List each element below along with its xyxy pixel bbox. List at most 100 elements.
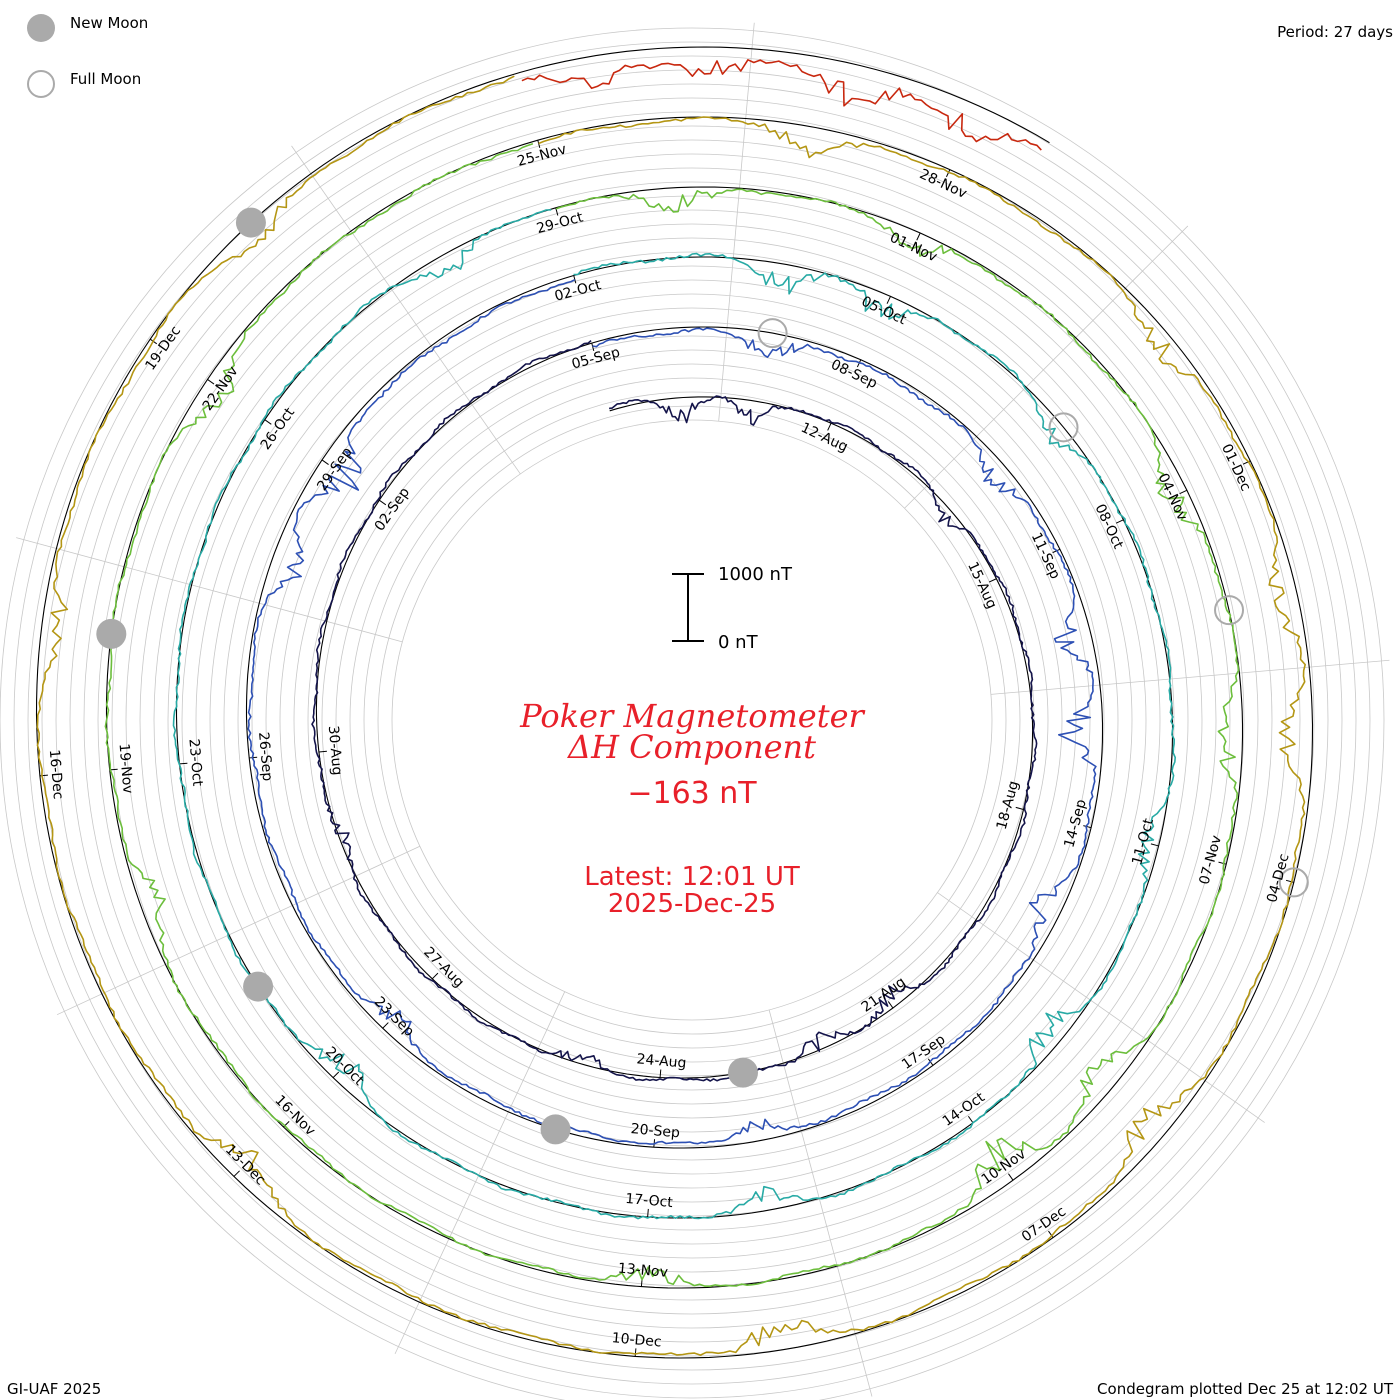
day-spoke [16, 537, 403, 643]
date-label: 05-Oct [859, 294, 909, 329]
date-label: 30-Aug [325, 725, 345, 776]
series-trace [521, 59, 1042, 151]
day-spoke [937, 892, 1265, 1123]
legend-full-moon-label: Full Moon [70, 70, 142, 88]
new-moon-marker [728, 1057, 759, 1088]
day-spoke [768, 1009, 873, 1397]
tick-mark [537, 140, 541, 149]
legend-new-moon-label: New Moon [70, 14, 149, 32]
tick-mark [318, 750, 327, 753]
moon-markers [96, 207, 1309, 1145]
tick-mark [1015, 806, 1024, 810]
tick-mark [332, 1071, 340, 1078]
footer-credit: GI-UAF 2025 [7, 1380, 102, 1398]
tick-mark [886, 296, 891, 304]
date-label: 15-Aug [964, 559, 1000, 611]
grid-ring [279, 307, 1105, 1133]
latest-time: Latest: 12:01 UT [584, 862, 800, 892]
tick-mark [379, 499, 387, 506]
tick-mark [887, 1001, 894, 1009]
date-label: 27-Aug [420, 944, 467, 991]
grid-ring [55, 83, 1329, 1357]
grid-ring [69, 97, 1315, 1343]
scale-bar-bottom-label: 0 nT [718, 632, 759, 653]
grid-ring [335, 363, 1049, 1077]
date-label: 02-Oct [553, 277, 603, 305]
tick-mark [1150, 843, 1159, 847]
grid-ring [209, 237, 1175, 1203]
chart-title: Poker Magnetometer [519, 697, 865, 735]
date-label: 26-Oct [258, 405, 299, 453]
date-label: 20-Sep [630, 1121, 681, 1141]
date-label: 16-Dec [46, 749, 66, 800]
date-label: 04-Nov [1155, 471, 1191, 523]
grid-ring [223, 251, 1161, 1189]
full-moon-marker [1214, 595, 1245, 626]
tick-marks [39, 140, 1294, 1357]
series-trace [172, 209, 1176, 1220]
date-label: 26-Sep [255, 731, 275, 782]
tick-mark [179, 762, 188, 765]
series-trace [104, 142, 1240, 1287]
tick-mark [591, 342, 595, 351]
grid-ring [237, 265, 1147, 1175]
day-spoke [904, 225, 1189, 509]
date-label: 10-Nov [979, 1146, 1029, 1188]
full-moon-marker [1278, 867, 1309, 898]
baseline-spiral-line [35, 46, 1314, 1359]
date-label: 07-Dec [1019, 1204, 1069, 1246]
grid-ring [0, 27, 1385, 1400]
tick-mark [827, 422, 832, 431]
tick-mark [1083, 825, 1092, 829]
tick-mark [1218, 861, 1227, 865]
grid-ring [125, 153, 1259, 1287]
grid-ring [363, 391, 1021, 1049]
footer-plotted: Condegram plotted Dec 25 at 12:02 UT [1097, 1380, 1393, 1398]
tick-mark [207, 379, 215, 385]
tick-mark [634, 1348, 637, 1357]
tick-mark [1048, 1230, 1054, 1238]
day-spoke [394, 991, 566, 1355]
day-spoke [990, 659, 1390, 695]
series-trace [36, 75, 1306, 1356]
tick-mark [1179, 489, 1188, 495]
new-moon-marker [243, 971, 274, 1002]
tick-mark [967, 1115, 974, 1124]
series-trace [247, 278, 1097, 1145]
date-label: 02-Sep [372, 485, 413, 535]
tick-mark [1008, 1173, 1014, 1181]
period-label: Period: 27 days [1277, 23, 1393, 41]
date-label: 01-Dec [1218, 442, 1254, 494]
full-moon-icon [27, 70, 55, 98]
date-label: 11-Sep [1028, 530, 1063, 582]
current-value: −163 nT [627, 776, 757, 811]
baseline-spiral [35, 46, 1314, 1359]
tick-mark [249, 756, 258, 759]
new-moon-marker [540, 1114, 571, 1145]
date-label: 10-Dec [611, 1330, 662, 1350]
tick-mark [233, 1170, 240, 1177]
tick-mark [321, 459, 329, 465]
day-spoke [291, 145, 521, 475]
scale-bar-top-label: 1000 nT [718, 564, 793, 585]
latest-date: 2025-Dec-25 [608, 889, 776, 919]
grid-ring [195, 223, 1189, 1217]
chart-subtitle: ΔH Component [566, 728, 816, 766]
grid-ring [251, 279, 1133, 1161]
tick-mark [946, 169, 951, 178]
date-label: 11-Oct [1129, 816, 1157, 866]
date-label: 16-Nov [271, 1092, 318, 1139]
grid-ring [83, 111, 1301, 1329]
date-label: 19-Nov [115, 743, 135, 794]
series-trace [311, 339, 1038, 1082]
grid-ring [265, 293, 1119, 1147]
tick-mark [647, 1208, 649, 1217]
grid-ring [293, 321, 1091, 1119]
tick-mark [1115, 519, 1124, 524]
grid-ring [13, 41, 1371, 1399]
grid-ring [167, 195, 1217, 1245]
grid-ring [41, 69, 1343, 1371]
day-spoke [56, 845, 421, 1016]
day-spokes [16, 22, 1390, 1397]
